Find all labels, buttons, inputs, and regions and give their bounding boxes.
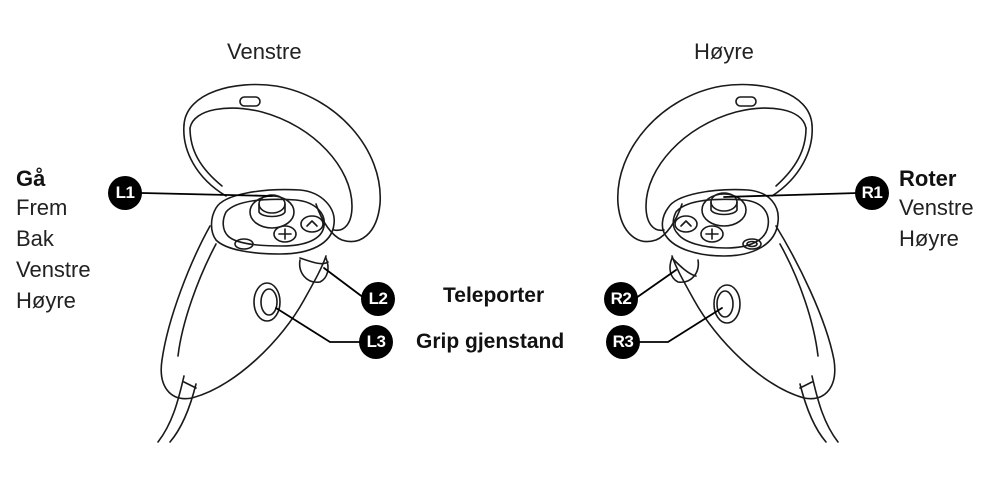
right-panel-item: Høyre bbox=[899, 226, 959, 251]
callout-lines bbox=[141, 192, 859, 343]
right-panel-heading: Roter bbox=[899, 166, 957, 191]
badge-r1: R1 bbox=[855, 176, 889, 210]
right-panel: Roter Venstre Høyre bbox=[899, 166, 974, 254]
badge-l3: L3 bbox=[359, 325, 393, 359]
badge-l2: L2 bbox=[361, 282, 395, 316]
left-panel: Gå Frem Bak Venstre Høyre bbox=[16, 166, 91, 316]
badge-r2: R2 bbox=[604, 282, 638, 316]
left-panel-heading: Gå bbox=[16, 166, 46, 191]
callout-line-r1 bbox=[723, 192, 859, 198]
left-title: Venstre bbox=[227, 39, 302, 64]
callout-line-r2 bbox=[635, 269, 677, 299]
right-controller-icon bbox=[617, 83, 839, 443]
left-controller-icon bbox=[157, 83, 381, 443]
action-teleporter: Teleporter bbox=[443, 284, 545, 307]
callout-line-l3 bbox=[275, 307, 361, 343]
right-panel-item: Venstre bbox=[899, 195, 974, 220]
left-panel-item: Venstre bbox=[16, 257, 91, 282]
badge-r3: R3 bbox=[606, 325, 640, 359]
action-grip: Grip gjenstand bbox=[416, 330, 565, 353]
left-panel-item: Høyre bbox=[16, 288, 76, 313]
left-panel-item: Bak bbox=[16, 226, 54, 251]
badge-l1: L1 bbox=[108, 176, 142, 210]
callout-line-l2 bbox=[323, 267, 365, 299]
left-panel-item: Frem bbox=[16, 195, 68, 220]
right-title: Høyre bbox=[694, 39, 754, 64]
callout-line-l1 bbox=[141, 192, 273, 197]
callout-line-r3 bbox=[639, 307, 723, 343]
